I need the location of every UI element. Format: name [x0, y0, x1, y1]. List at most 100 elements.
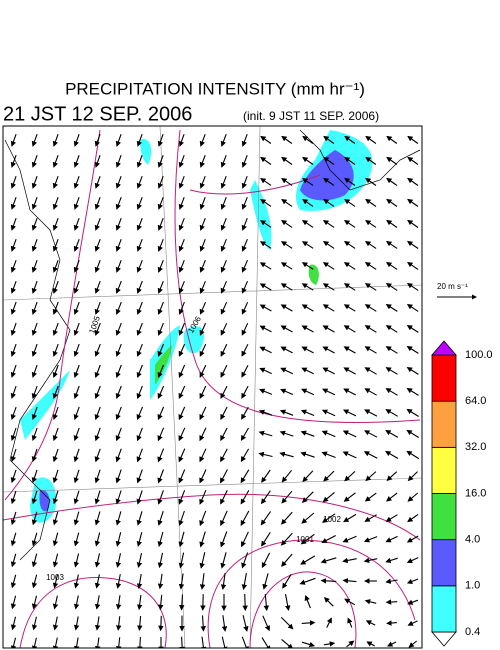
- wind-arrow: [344, 198, 356, 207]
- wind-arrow: [280, 367, 294, 375]
- colorbar-label: 32.0: [465, 441, 486, 453]
- wind-arrow: [94, 385, 101, 400]
- wind-arrow: [281, 198, 293, 207]
- wind-arrow: [52, 448, 59, 463]
- wind-arrow: [363, 451, 378, 459]
- wind-arrow: [157, 176, 164, 189]
- wind-arrow: [220, 531, 228, 548]
- wind-arrow: [386, 219, 398, 228]
- wind-arrow: [199, 448, 207, 463]
- wind-arrow: [385, 325, 398, 333]
- wind-arrow: [136, 490, 143, 505]
- wind-arrow: [321, 513, 336, 523]
- wind-arrow: [178, 364, 186, 379]
- colorbar-over: [431, 340, 457, 356]
- colorbar-bin: [431, 446, 457, 494]
- valid-time: 21 JST 12 SEP. 2006: [3, 103, 192, 125]
- wind-arrow: [115, 511, 122, 526]
- wind-arrow: [385, 578, 398, 584]
- wind-arrow: [94, 176, 101, 189]
- wind-arrow: [31, 427, 38, 442]
- wind-arrow: [199, 197, 206, 210]
- wind-arrow: [178, 197, 185, 210]
- wind-arrow: [261, 469, 271, 483]
- wind-arrow: [281, 135, 293, 144]
- wind-arrow: [115, 427, 122, 442]
- wind-arrow: [73, 343, 80, 357]
- wind-arrow: [342, 535, 357, 543]
- wind-arrow: [94, 280, 101, 294]
- wind-arrow: [241, 155, 248, 168]
- wind-arrow: [94, 532, 101, 547]
- wind-arrow: [52, 364, 59, 379]
- wind-arrow: [343, 492, 356, 502]
- title: PRECIPITATION INTENSITY (mm hr⁻¹): [65, 79, 365, 98]
- wind-arrow: [280, 388, 294, 396]
- wind-arrow: [52, 155, 59, 168]
- wind-arrow: [346, 640, 355, 648]
- wind-arrow: [157, 259, 164, 273]
- wind-arrow: [31, 364, 38, 378]
- wind-arrow: [220, 280, 228, 294]
- wind-arrow: [322, 262, 335, 270]
- wind-arrow: [301, 367, 314, 375]
- wind-arrow: [241, 406, 249, 420]
- wind-arrow: [157, 552, 164, 569]
- wind-arrow: [406, 325, 419, 333]
- wind-arrow: [323, 177, 335, 186]
- wind-arrow: [73, 595, 80, 610]
- colorbar-bin: [431, 354, 457, 402]
- wind-arrow: [407, 135, 419, 144]
- wind-arrow: [386, 156, 398, 165]
- colorbar-bin: [431, 539, 457, 587]
- wind-vectors: [10, 134, 420, 648]
- wind-arrow: [94, 322, 101, 336]
- isobar-label: 1002: [323, 515, 341, 524]
- wind-arrow: [158, 615, 164, 632]
- wind-arrow: [301, 620, 316, 626]
- wind-arrow: [240, 427, 249, 441]
- wind-arrow: [115, 385, 122, 400]
- wind-arrow: [242, 593, 248, 612]
- wind-arrow: [242, 615, 249, 632]
- wind-arrow: [301, 388, 315, 396]
- wind-arrow: [31, 280, 38, 294]
- wind-arrow: [260, 177, 272, 186]
- wind-arrow: [220, 364, 228, 378]
- wind-arrow: [281, 638, 294, 648]
- isobar-label: 1003: [46, 573, 64, 582]
- wind-arrow: [157, 511, 164, 526]
- wind-arrow: [52, 427, 59, 442]
- wind-arrow: [344, 156, 356, 165]
- wind-arrow: [73, 134, 80, 147]
- wind-arrow: [136, 552, 143, 568]
- wind-arrow: [178, 427, 186, 442]
- wind-arrow: [94, 427, 101, 442]
- wind-arrow: [281, 177, 293, 186]
- wind-arrow: [280, 219, 293, 228]
- wind-arrow: [136, 448, 143, 463]
- wind-arrow: [343, 262, 356, 270]
- wind-arrow: [73, 532, 80, 547]
- wind-arrow: [406, 429, 419, 438]
- wind-arrow: [386, 177, 398, 186]
- wind-arrow: [10, 595, 17, 610]
- wind-arrow: [73, 385, 80, 400]
- wind-arrow: [73, 280, 80, 294]
- wind-arrow: [343, 388, 357, 396]
- wind-arrow: [10, 553, 17, 568]
- wind-arrow: [94, 490, 101, 505]
- wind-arrow: [94, 616, 101, 631]
- colorbar-label: 0.4: [465, 626, 480, 638]
- wind-arrow: [73, 448, 80, 463]
- wind-arrow: [386, 620, 397, 626]
- wind-arrow: [136, 301, 143, 315]
- wind-arrow: [301, 219, 314, 228]
- wind-arrow: [241, 636, 249, 648]
- wind-arrow: [220, 469, 228, 484]
- wind-arrow: [302, 198, 314, 207]
- wind-arrow: [31, 490, 38, 505]
- wind-arrow: [241, 552, 249, 569]
- wind-arrow: [73, 490, 80, 505]
- wind-arrow: [136, 218, 143, 231]
